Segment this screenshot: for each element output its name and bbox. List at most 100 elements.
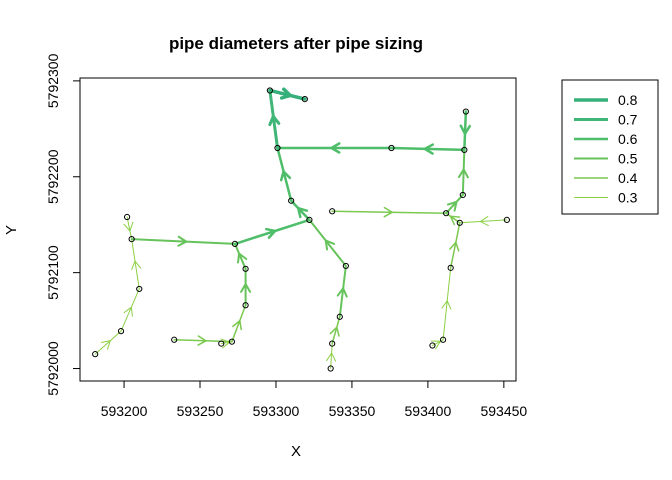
legend-label: 0.7 [618, 112, 638, 128]
pipe-line [459, 219, 508, 224]
pipe-line [463, 110, 468, 152]
node-marker [439, 336, 447, 343]
pipe-arrow [457, 168, 469, 179]
pipe-line [331, 316, 341, 345]
node-marker [336, 313, 343, 320]
pipe-segment [329, 316, 341, 345]
pipe-line [126, 216, 133, 240]
pipe-arrow [123, 221, 134, 232]
pipe-arrow [177, 235, 188, 247]
pipe-segment [326, 343, 337, 370]
pipe-arrow [123, 306, 133, 317]
node-marker [274, 144, 281, 152]
pipe-segment [390, 143, 466, 155]
node-marker [306, 216, 313, 224]
pipe-arrow [197, 335, 207, 346]
pipe-segment [441, 267, 452, 341]
node-marker [456, 219, 463, 226]
x-tick-label: 593250 [177, 403, 224, 419]
pipe-arrow [446, 200, 458, 212]
pipe-arrow [479, 216, 489, 227]
x-tick-label: 593350 [329, 403, 376, 419]
pipe-line [233, 218, 311, 246]
node-marker [327, 365, 334, 372]
pipe-arrow [240, 283, 252, 293]
pipe-segment [130, 235, 236, 247]
pipe-segment [276, 146, 293, 202]
node-marker [117, 328, 125, 335]
pipe-segment [445, 193, 464, 215]
pipe-segment [276, 142, 393, 154]
pipe-segment [331, 206, 447, 218]
pipe-segment [289, 199, 311, 222]
y-axis: 5792000 5792100 5792200 5792300 [45, 53, 81, 396]
legend-label: 0.5 [618, 151, 638, 167]
pipe-line [461, 148, 466, 196]
pipe-line [442, 267, 452, 341]
pipe-line [289, 199, 311, 222]
node-marker [342, 262, 349, 270]
pipe-segment [240, 267, 252, 307]
x-axis-label: X [291, 443, 301, 460]
pipe-arrow [326, 352, 337, 362]
x-axis: 593200 593250 593300 593350 593400 593450 [101, 380, 527, 419]
node-marker [266, 87, 273, 94]
pipe-line [120, 288, 140, 332]
pipe-arrow [324, 239, 336, 251]
node-marker [443, 210, 450, 217]
pipe-arrow [459, 124, 472, 135]
pipe-segment [233, 218, 311, 246]
node-marker [242, 265, 249, 272]
legend-label: 0.3 [618, 190, 638, 206]
pipe-segment [268, 88, 281, 150]
x-tick-label: 593400 [405, 403, 452, 419]
pipe-arrow [383, 206, 393, 218]
node-marker [128, 235, 135, 243]
node-marker [429, 342, 436, 349]
pipe-segment [120, 288, 140, 332]
pipe-line [431, 339, 444, 347]
pipe-arrow [279, 87, 293, 100]
pipe-line [445, 193, 464, 215]
x-tick-label: 593450 [480, 403, 527, 419]
pipe-line [130, 238, 236, 245]
pipe-segment [233, 242, 248, 270]
node-marker [171, 336, 178, 343]
node-marker [123, 213, 131, 221]
pipe-line [331, 210, 447, 214]
node-marker [301, 95, 308, 103]
pipe-segment [449, 222, 461, 269]
pipe-segment [231, 304, 247, 343]
legend-label: 0.4 [618, 170, 638, 186]
pipe-network [94, 87, 508, 370]
pipe-line [338, 264, 347, 318]
pipe-line [233, 242, 247, 270]
legend-label: 0.8 [618, 92, 638, 108]
node-marker [459, 191, 466, 199]
pipe-arrow [330, 142, 341, 154]
pipe-arrow [279, 170, 292, 182]
legend-box [561, 79, 659, 215]
node-marker [242, 302, 249, 309]
pipe-arrow [232, 319, 243, 331]
node-marker [388, 144, 395, 152]
pipe-line [449, 222, 461, 269]
pipe-arrow [264, 227, 277, 239]
node-marker [462, 108, 469, 115]
pipe-segment [131, 238, 142, 290]
pipe-segment [336, 264, 348, 318]
pipe-line [94, 330, 122, 355]
pipe-arrow [268, 114, 281, 127]
node-markers [92, 87, 510, 372]
node-marker [218, 340, 225, 347]
node-marker [231, 240, 239, 247]
y-tick-label: 5792100 [45, 245, 61, 300]
pipe-segment [268, 87, 307, 101]
pipe-segment [123, 216, 134, 240]
legend: 0.8 0.7 0.6 0.5 0.4 0.3 [561, 79, 659, 215]
x-tick-label: 593300 [253, 403, 300, 419]
node-marker [447, 264, 454, 271]
pipe-segment [94, 330, 122, 355]
